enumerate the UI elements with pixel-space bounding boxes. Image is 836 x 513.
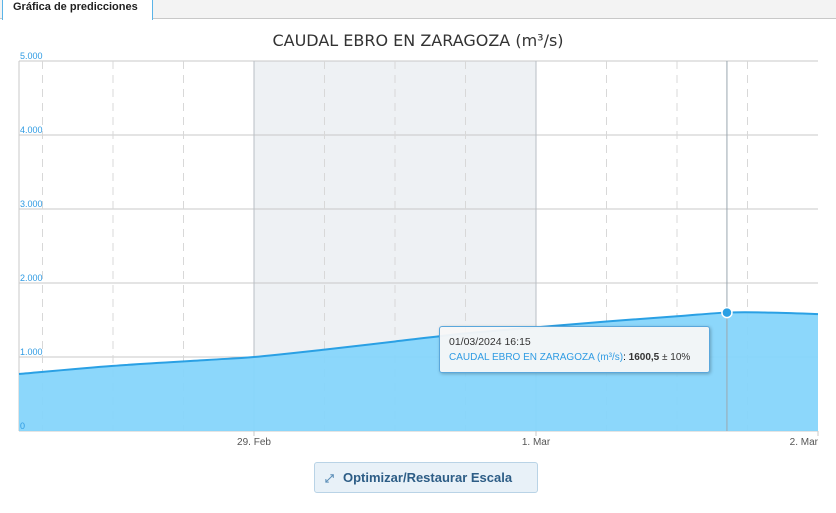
y-tick-label: 4.000 xyxy=(20,125,43,135)
optimize-scale-label: Optimizar/Restaurar Escala xyxy=(343,470,513,485)
tooltip-separator: : xyxy=(623,352,626,363)
tab-predicciones[interactable]: Gráfica de predicciones xyxy=(2,0,153,20)
highlighted-point xyxy=(721,306,733,319)
tooltip-uncertainty: ± 10% xyxy=(662,352,691,363)
x-tick-label: 29. Feb xyxy=(237,437,271,448)
x-tick-label: 2. Mar xyxy=(790,437,819,448)
tooltip-value: 1600,5 xyxy=(628,352,660,363)
tooltip-value-row: CAUDAL EBRO EN ZARAGOZA (m³/s): 1600,5 ±… xyxy=(449,350,700,365)
expand-arrows-icon: ⤢ xyxy=(325,473,334,485)
tab-label: Gráfica de predicciones xyxy=(13,1,138,13)
y-tick-label: 1.000 xyxy=(20,347,43,357)
x-tick-label: 1. Mar xyxy=(522,437,551,448)
tooltip-date: 01/03/2024 16:15 xyxy=(449,336,531,348)
y-tick-label: 2.000 xyxy=(20,273,43,283)
y-tick-label: 5.000 xyxy=(20,51,43,61)
y-tick-label: 0 xyxy=(20,421,25,431)
y-tick-label: 3.000 xyxy=(20,199,43,209)
chart-title: CAUDAL EBRO EN ZARAGOZA (m³/s) xyxy=(272,31,564,50)
chart-tooltip: 01/03/2024 16:15 CAUDAL EBRO EN ZARAGOZA… xyxy=(439,326,710,373)
tooltip-series-label: CAUDAL EBRO EN ZARAGOZA (m³/s) xyxy=(449,352,624,363)
tab-bar: Gráfica de predicciones xyxy=(0,0,836,20)
optimize-scale-button[interactable]: ⤢ Optimizar/Restaurar Escala xyxy=(314,462,538,493)
